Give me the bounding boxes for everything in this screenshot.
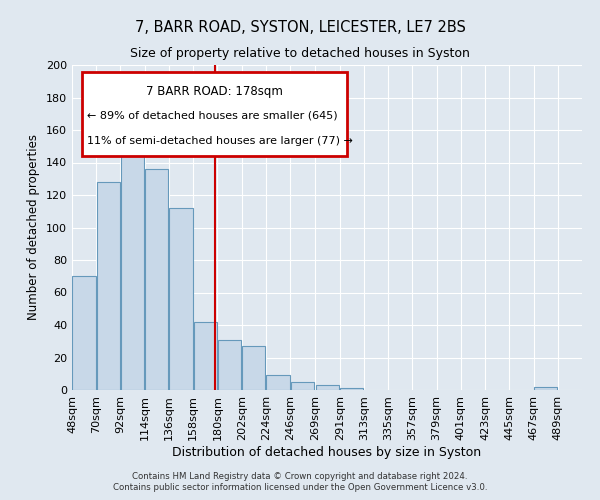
Bar <box>242 346 265 390</box>
Text: 7, BARR ROAD, SYSTON, LEICESTER, LE7 2BS: 7, BARR ROAD, SYSTON, LEICESTER, LE7 2BS <box>134 20 466 35</box>
Bar <box>534 387 557 390</box>
Text: ← 89% of detached houses are smaller (645): ← 89% of detached houses are smaller (64… <box>88 110 338 120</box>
Text: 7 BARR ROAD: 178sqm: 7 BARR ROAD: 178sqm <box>146 84 283 98</box>
FancyBboxPatch shape <box>82 72 347 156</box>
Y-axis label: Number of detached properties: Number of detached properties <box>28 134 40 320</box>
Bar <box>218 340 241 390</box>
Bar <box>194 322 217 390</box>
Bar <box>266 376 290 390</box>
Text: Contains public sector information licensed under the Open Government Licence v3: Contains public sector information licen… <box>113 484 487 492</box>
X-axis label: Distribution of detached houses by size in Syston: Distribution of detached houses by size … <box>172 446 482 458</box>
Bar <box>316 385 339 390</box>
Bar <box>97 182 120 390</box>
Bar <box>73 276 96 390</box>
Bar <box>121 125 144 390</box>
Text: 11% of semi-detached houses are larger (77) →: 11% of semi-detached houses are larger (… <box>88 136 353 146</box>
Text: Size of property relative to detached houses in Syston: Size of property relative to detached ho… <box>130 48 470 60</box>
Text: Contains HM Land Registry data © Crown copyright and database right 2024.: Contains HM Land Registry data © Crown c… <box>132 472 468 481</box>
Bar <box>169 208 193 390</box>
Bar <box>340 388 364 390</box>
Bar <box>290 382 314 390</box>
Bar <box>145 169 169 390</box>
